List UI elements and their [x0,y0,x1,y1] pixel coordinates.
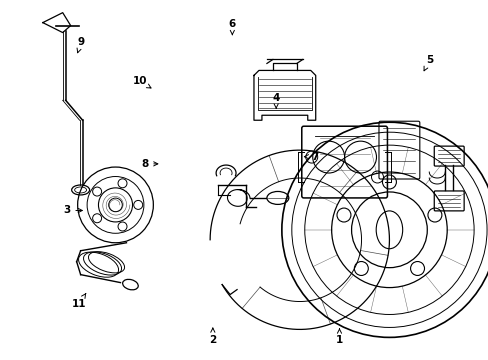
Text: 11: 11 [71,293,86,309]
Text: 9: 9 [77,37,85,53]
Text: 8: 8 [141,159,158,169]
Text: 5: 5 [423,55,432,71]
Text: 7: 7 [304,152,318,162]
Text: 10: 10 [132,76,151,88]
Text: 4: 4 [272,93,279,108]
Text: 2: 2 [209,328,216,345]
Text: 1: 1 [335,329,343,345]
Text: 3: 3 [63,206,82,216]
Text: 6: 6 [228,19,236,35]
